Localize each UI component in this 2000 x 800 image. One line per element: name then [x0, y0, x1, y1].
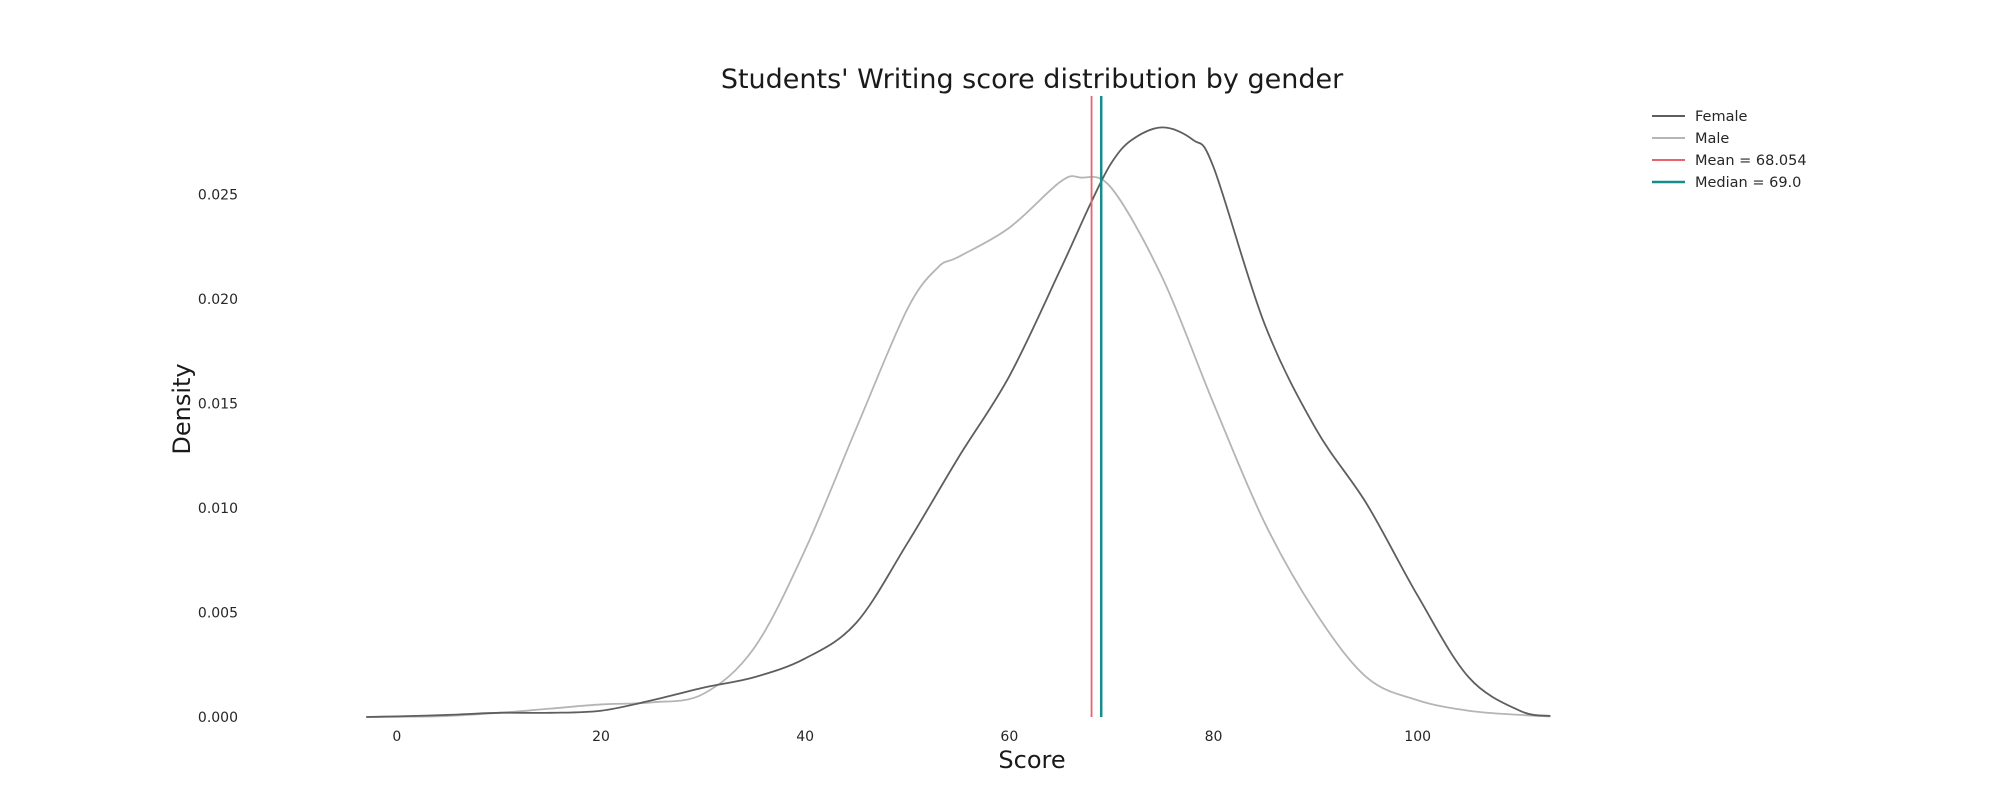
y-tick-label: 0.000 [198, 710, 238, 726]
y-axis-title: Density [168, 363, 196, 454]
y-tick-label: 0.020 [198, 292, 238, 308]
legend-label-female: Female [1695, 109, 1748, 125]
x-tick-label: 0 [392, 729, 401, 745]
x-tick-label: 20 [592, 729, 610, 745]
y-axis-ticks: 0.000 0.005 0.010 0.015 0.020 0.025 [198, 187, 238, 726]
y-tick-label: 0.010 [198, 501, 238, 517]
legend-label-male: Male [1695, 131, 1729, 147]
series-layer [366, 126, 1551, 718]
x-tick-label: 40 [796, 729, 814, 745]
y-tick-label: 0.015 [198, 396, 238, 412]
x-axis-ticks: 0 20 40 60 80 100 [392, 729, 1431, 745]
x-tick-label: 60 [1000, 729, 1018, 745]
chart-title: Students' Writing score distribution by … [721, 64, 1344, 95]
series-line-male [366, 175, 1551, 718]
x-axis-title: Score [998, 746, 1065, 774]
legend-label-median: Median = 69.0 [1695, 175, 1801, 191]
x-tick-label: 100 [1404, 729, 1431, 745]
reference-lines [1090, 96, 1103, 717]
legend-label-mean: Mean = 68.054 [1695, 153, 1807, 169]
legend: Female Male Mean = 68.054 Median = 69.0 [1652, 109, 1807, 191]
y-tick-label: 0.005 [198, 605, 238, 621]
x-tick-label: 80 [1205, 729, 1223, 745]
series-line-female [366, 126, 1551, 718]
y-tick-label: 0.025 [198, 187, 238, 203]
